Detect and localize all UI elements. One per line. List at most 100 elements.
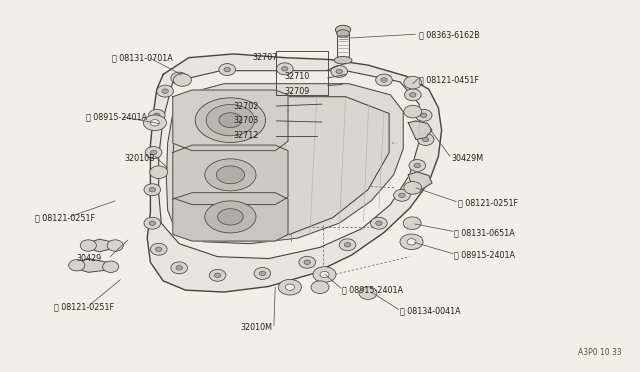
Ellipse shape bbox=[410, 93, 416, 97]
Ellipse shape bbox=[219, 64, 236, 76]
Polygon shape bbox=[173, 193, 288, 241]
Ellipse shape bbox=[276, 63, 293, 75]
Ellipse shape bbox=[173, 74, 191, 86]
Ellipse shape bbox=[371, 217, 387, 229]
Ellipse shape bbox=[205, 159, 256, 191]
Text: Ⓑ 08121-0251F: Ⓑ 08121-0251F bbox=[54, 302, 115, 311]
Text: Ⓑ 08121-0251F: Ⓑ 08121-0251F bbox=[458, 198, 518, 207]
Ellipse shape bbox=[381, 78, 387, 82]
Polygon shape bbox=[77, 259, 112, 272]
Ellipse shape bbox=[320, 272, 329, 278]
Ellipse shape bbox=[150, 119, 159, 126]
Ellipse shape bbox=[209, 269, 226, 281]
Ellipse shape bbox=[404, 76, 422, 89]
Ellipse shape bbox=[400, 234, 423, 250]
Text: 32703: 32703 bbox=[234, 116, 259, 125]
Ellipse shape bbox=[422, 137, 429, 142]
Text: A3P0 10 33: A3P0 10 33 bbox=[579, 348, 622, 357]
Ellipse shape bbox=[278, 279, 301, 295]
Ellipse shape bbox=[157, 85, 173, 97]
Ellipse shape bbox=[224, 67, 230, 72]
Ellipse shape bbox=[150, 150, 157, 155]
Ellipse shape bbox=[107, 240, 124, 251]
Ellipse shape bbox=[148, 109, 165, 121]
Ellipse shape bbox=[404, 182, 422, 194]
Ellipse shape bbox=[339, 239, 356, 251]
Polygon shape bbox=[173, 97, 389, 238]
Ellipse shape bbox=[304, 260, 310, 264]
Ellipse shape bbox=[162, 89, 168, 93]
Ellipse shape bbox=[150, 166, 168, 179]
Polygon shape bbox=[173, 90, 288, 151]
Ellipse shape bbox=[407, 239, 416, 245]
Text: 32712: 32712 bbox=[234, 131, 259, 140]
Text: 32709: 32709 bbox=[285, 87, 310, 96]
Ellipse shape bbox=[149, 221, 156, 225]
Ellipse shape bbox=[359, 287, 377, 299]
Text: 32010B: 32010B bbox=[125, 154, 156, 163]
Ellipse shape bbox=[102, 261, 119, 272]
Ellipse shape bbox=[219, 113, 242, 128]
Ellipse shape bbox=[143, 115, 166, 131]
Ellipse shape bbox=[334, 57, 352, 64]
Ellipse shape bbox=[156, 247, 162, 251]
Ellipse shape bbox=[145, 147, 162, 158]
Ellipse shape bbox=[337, 30, 349, 37]
Text: 32010M: 32010M bbox=[240, 323, 272, 332]
Ellipse shape bbox=[404, 105, 422, 118]
Ellipse shape bbox=[214, 273, 221, 278]
Ellipse shape bbox=[150, 243, 167, 255]
Ellipse shape bbox=[417, 134, 434, 145]
Text: Ⓣ 08915-2401A: Ⓣ 08915-2401A bbox=[454, 250, 515, 259]
Ellipse shape bbox=[259, 271, 266, 276]
Ellipse shape bbox=[403, 217, 421, 230]
Ellipse shape bbox=[154, 113, 160, 118]
Ellipse shape bbox=[149, 187, 156, 192]
Text: 32710: 32710 bbox=[285, 72, 310, 81]
Text: Ⓣ 08915-2401A: Ⓣ 08915-2401A bbox=[342, 286, 403, 295]
Ellipse shape bbox=[409, 160, 426, 171]
Text: 32702: 32702 bbox=[234, 102, 259, 110]
Ellipse shape bbox=[171, 72, 188, 84]
Text: Ⓣ 08915-2401A: Ⓣ 08915-2401A bbox=[86, 113, 147, 122]
Text: 32707: 32707 bbox=[253, 53, 278, 62]
Text: Ⓑ 08131-0701A: Ⓑ 08131-0701A bbox=[112, 53, 173, 62]
Text: Ⓑ 08121-0451F: Ⓑ 08121-0451F bbox=[419, 76, 479, 84]
Ellipse shape bbox=[376, 74, 392, 86]
Ellipse shape bbox=[195, 98, 266, 142]
Ellipse shape bbox=[216, 166, 244, 184]
Ellipse shape bbox=[218, 209, 243, 225]
Ellipse shape bbox=[176, 266, 182, 270]
Polygon shape bbox=[408, 172, 432, 189]
Ellipse shape bbox=[415, 109, 432, 121]
Ellipse shape bbox=[336, 69, 342, 74]
Polygon shape bbox=[173, 145, 288, 205]
Ellipse shape bbox=[414, 163, 420, 168]
Polygon shape bbox=[166, 84, 403, 244]
Ellipse shape bbox=[285, 284, 294, 290]
Ellipse shape bbox=[376, 221, 382, 225]
Ellipse shape bbox=[144, 217, 161, 229]
Ellipse shape bbox=[331, 65, 348, 77]
Polygon shape bbox=[159, 71, 419, 259]
Ellipse shape bbox=[254, 267, 271, 279]
Ellipse shape bbox=[176, 76, 182, 80]
Ellipse shape bbox=[313, 267, 336, 282]
Polygon shape bbox=[408, 121, 432, 140]
Text: Ⓢ 08363-6162B: Ⓢ 08363-6162B bbox=[419, 31, 480, 40]
Ellipse shape bbox=[399, 193, 405, 198]
Polygon shape bbox=[88, 239, 115, 252]
Ellipse shape bbox=[420, 113, 427, 118]
Ellipse shape bbox=[394, 189, 410, 201]
Ellipse shape bbox=[144, 184, 161, 196]
Ellipse shape bbox=[344, 243, 351, 247]
Ellipse shape bbox=[205, 201, 256, 233]
Ellipse shape bbox=[335, 25, 351, 34]
Ellipse shape bbox=[206, 105, 255, 136]
Ellipse shape bbox=[404, 89, 421, 101]
Ellipse shape bbox=[68, 260, 85, 271]
Text: Ⓑ 08121-0251F: Ⓑ 08121-0251F bbox=[35, 213, 95, 222]
Text: Ⓑ 08131-0651A: Ⓑ 08131-0651A bbox=[454, 228, 515, 237]
Text: 30429: 30429 bbox=[77, 254, 102, 263]
Polygon shape bbox=[147, 54, 442, 292]
